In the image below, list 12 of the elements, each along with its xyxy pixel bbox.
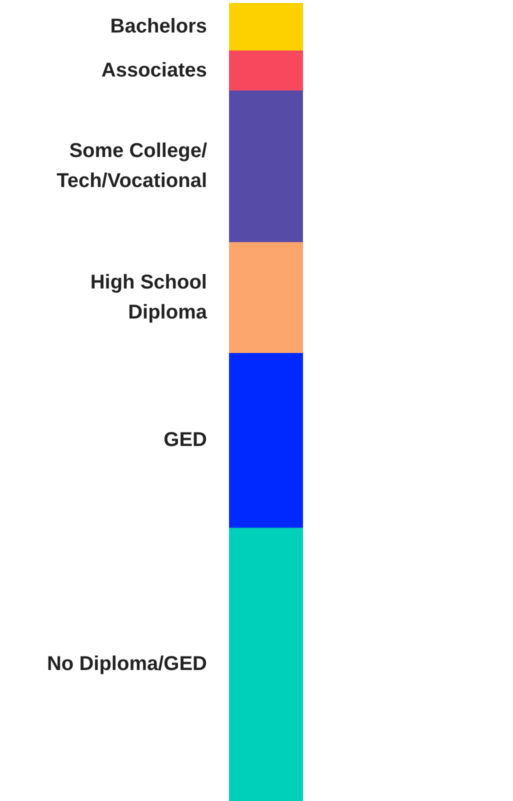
- bar: [229, 528, 303, 801]
- series-label: No Diploma/GED: [46, 653, 207, 676]
- series-label: Some College/Tech/Vocational: [56, 140, 208, 192]
- series-label: Bachelors: [110, 15, 207, 38]
- bar: [229, 352, 303, 528]
- bar: [229, 90, 303, 243]
- bar: [229, 3, 303, 52]
- bar: [229, 242, 303, 354]
- series-label: High School Diploma: [90, 271, 208, 324]
- series-label: GED: [164, 429, 207, 452]
- bar: [229, 50, 303, 92]
- series-label: Associates: [101, 59, 207, 82]
